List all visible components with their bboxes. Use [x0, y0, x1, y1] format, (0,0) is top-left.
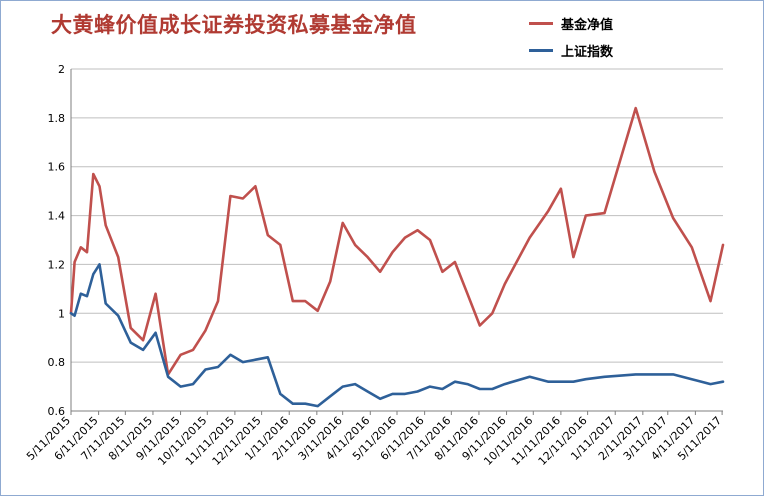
- y-tick-label: 1.2: [48, 258, 66, 271]
- legend-swatch-shanghai-index: [529, 48, 553, 52]
- legend-label-shanghai-index: 上证指数: [561, 44, 614, 60]
- legend-label-fund-nav: 基金净值: [561, 17, 614, 33]
- series-line-fund-nav: [69, 106, 725, 376]
- y-tick-label: 2: [58, 63, 65, 76]
- legend-item-fund-nav: 基金净值: [529, 14, 614, 33]
- legend-item-shanghai-index: 上证指数: [529, 41, 614, 60]
- y-tick-label: 1: [58, 307, 65, 320]
- y-tick-label: 1.8: [48, 112, 66, 125]
- legend-swatch-fund-nav: [529, 21, 553, 25]
- y-tick-label: 0.8: [48, 356, 66, 369]
- y-tick-label: 0.6: [48, 405, 66, 418]
- y-tick-label: 1.4: [48, 210, 66, 223]
- series-line-shanghai-index: [69, 263, 725, 408]
- chart-title: 大黄蜂价值成长证券投资私募基金净值: [51, 13, 417, 37]
- y-tick-label: 1.6: [48, 161, 66, 174]
